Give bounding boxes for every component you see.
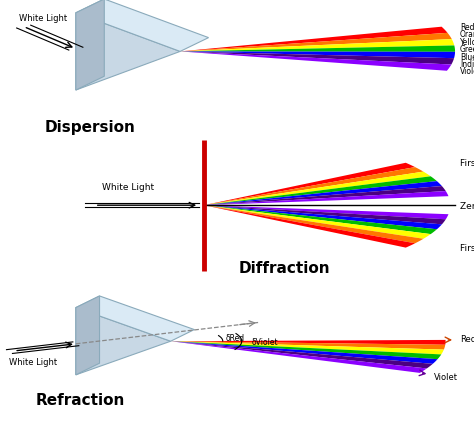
Text: First order: First order <box>460 159 474 168</box>
Polygon shape <box>204 182 442 206</box>
Text: Green: Green <box>460 45 474 54</box>
Text: Red: Red <box>460 23 474 32</box>
Polygon shape <box>171 341 444 355</box>
Polygon shape <box>204 206 442 230</box>
Polygon shape <box>204 187 446 206</box>
Polygon shape <box>180 40 454 52</box>
Polygon shape <box>180 52 451 72</box>
Polygon shape <box>204 206 423 244</box>
Text: Dispersion: Dispersion <box>45 120 136 135</box>
Polygon shape <box>204 206 448 220</box>
Text: Refraction: Refraction <box>36 392 125 407</box>
Polygon shape <box>76 14 180 91</box>
Polygon shape <box>171 341 441 359</box>
Text: Yellow: Yellow <box>460 37 474 46</box>
Polygon shape <box>180 52 455 59</box>
Text: Diffraction: Diffraction <box>238 260 330 275</box>
Text: Violet: Violet <box>460 67 474 76</box>
Polygon shape <box>171 341 427 373</box>
Polygon shape <box>76 296 194 341</box>
Polygon shape <box>204 168 423 206</box>
Polygon shape <box>204 192 448 206</box>
Text: dreamstime.com: dreamstime.com <box>70 415 167 425</box>
Polygon shape <box>204 206 437 234</box>
Polygon shape <box>204 206 431 239</box>
Text: White Light: White Light <box>102 183 154 191</box>
Polygon shape <box>171 340 446 345</box>
Text: White Light: White Light <box>9 357 58 366</box>
Text: Orange: Orange <box>460 30 474 39</box>
Text: Indigo: Indigo <box>460 60 474 69</box>
Polygon shape <box>180 28 447 52</box>
Polygon shape <box>180 34 452 52</box>
Polygon shape <box>76 308 171 375</box>
Polygon shape <box>204 206 415 248</box>
Polygon shape <box>76 296 100 375</box>
Polygon shape <box>180 46 455 53</box>
Polygon shape <box>171 341 438 364</box>
Polygon shape <box>76 0 104 91</box>
Text: Zero order: Zero order <box>460 201 474 210</box>
Text: First order: First order <box>460 243 474 252</box>
Polygon shape <box>171 341 433 369</box>
Polygon shape <box>204 206 446 225</box>
Polygon shape <box>204 163 415 206</box>
Polygon shape <box>171 341 445 350</box>
Text: δRed: δRed <box>226 333 245 342</box>
Polygon shape <box>204 177 437 206</box>
Text: Violet: Violet <box>434 372 458 381</box>
Text: δViolet: δViolet <box>252 338 279 346</box>
Text: White Light: White Light <box>19 15 67 23</box>
Polygon shape <box>204 172 431 206</box>
Polygon shape <box>76 0 209 52</box>
Text: Red: Red <box>460 335 474 343</box>
Polygon shape <box>180 52 454 65</box>
Text: ID 191935745  © OSweetNature: ID 191935745 © OSweetNature <box>268 416 415 425</box>
Text: Blue: Blue <box>460 52 474 61</box>
